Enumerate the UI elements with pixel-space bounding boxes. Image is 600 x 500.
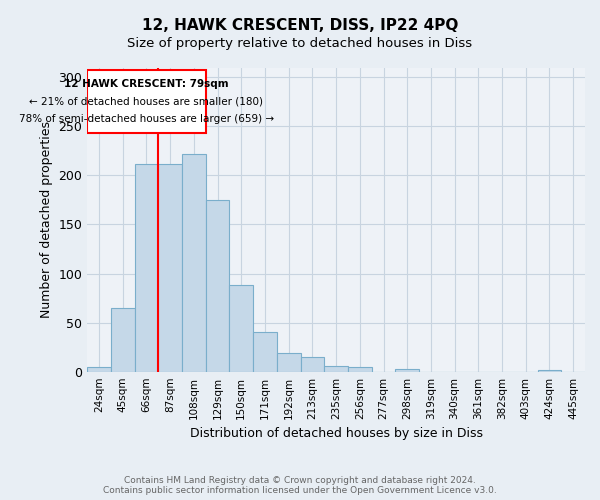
Bar — [134, 164, 158, 372]
Bar — [229, 286, 253, 372]
Bar — [182, 154, 206, 372]
Bar — [87, 367, 111, 372]
Bar — [111, 308, 134, 372]
Bar — [253, 332, 277, 372]
Text: 12 HAWK CRESCENT: 79sqm: 12 HAWK CRESCENT: 79sqm — [64, 80, 229, 90]
Y-axis label: Number of detached properties: Number of detached properties — [40, 121, 53, 318]
X-axis label: Distribution of detached houses by size in Diss: Distribution of detached houses by size … — [190, 427, 482, 440]
Bar — [538, 370, 561, 372]
Bar — [324, 366, 348, 372]
Bar — [206, 200, 229, 372]
Bar — [158, 164, 182, 372]
Text: Size of property relative to detached houses in Diss: Size of property relative to detached ho… — [127, 38, 473, 51]
Text: ← 21% of detached houses are smaller (180): ← 21% of detached houses are smaller (18… — [29, 97, 263, 107]
Text: 12, HAWK CRESCENT, DISS, IP22 4PQ: 12, HAWK CRESCENT, DISS, IP22 4PQ — [142, 18, 458, 32]
Bar — [348, 367, 371, 372]
Bar — [277, 353, 301, 372]
Bar — [395, 368, 419, 372]
Bar — [301, 357, 324, 372]
FancyBboxPatch shape — [87, 70, 206, 133]
Text: 78% of semi-detached houses are larger (659) →: 78% of semi-detached houses are larger (… — [19, 114, 274, 124]
Text: Contains HM Land Registry data © Crown copyright and database right 2024.
Contai: Contains HM Land Registry data © Crown c… — [103, 476, 497, 495]
